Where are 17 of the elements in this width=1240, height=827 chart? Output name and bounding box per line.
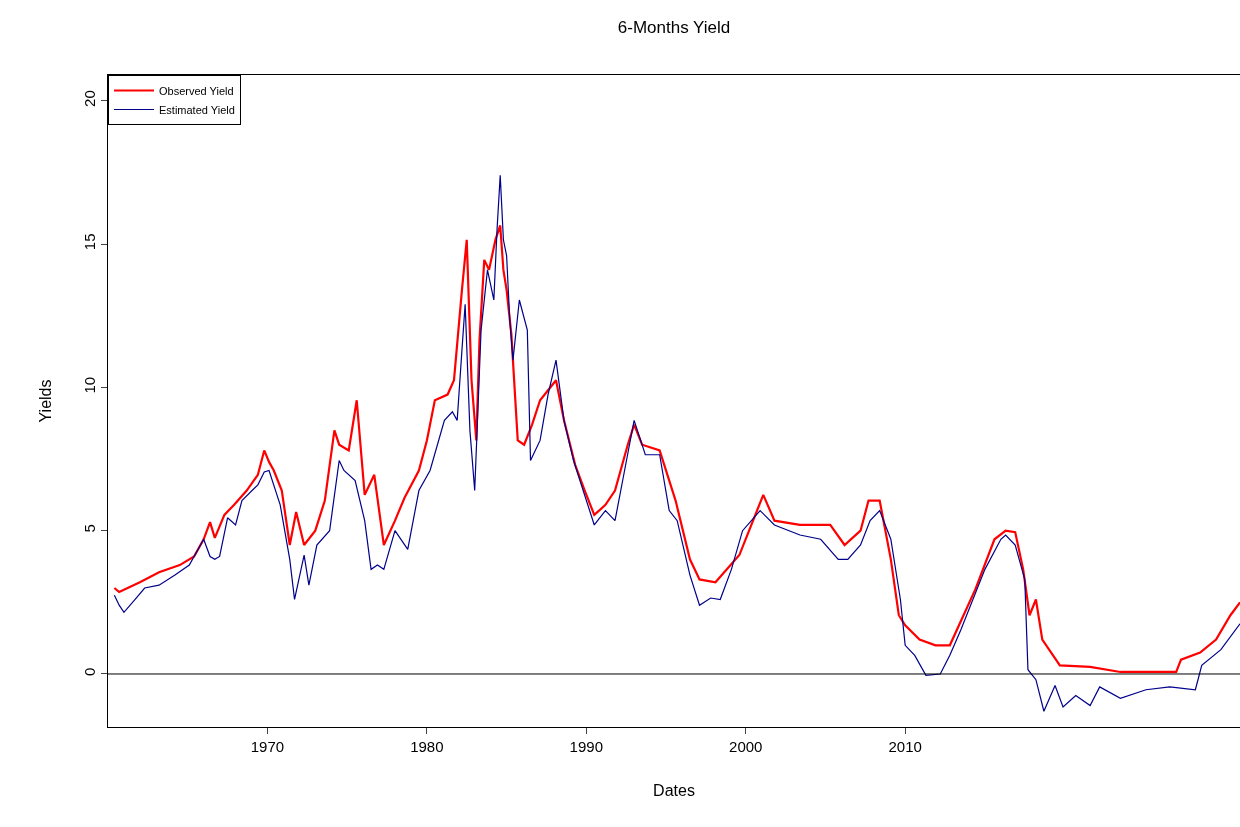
y-tick-label: 5 bbox=[81, 524, 98, 533]
x-tick-label: 2010 bbox=[888, 738, 922, 755]
line-series bbox=[113, 224, 1240, 674]
y-tick-label: 20 bbox=[81, 90, 98, 107]
legend-label: Estimated Yield bbox=[159, 103, 235, 116]
line-series bbox=[113, 174, 1240, 712]
x-tick-label: 2000 bbox=[729, 738, 763, 755]
y-tick-label: 15 bbox=[81, 233, 98, 251]
y-tick-label: 0 bbox=[81, 667, 98, 676]
legend-label: Observed Yield bbox=[159, 84, 234, 97]
x-tick-label: 1990 bbox=[569, 738, 603, 755]
x-tick-label: 1970 bbox=[250, 738, 285, 755]
y-tick-label: 10 bbox=[81, 376, 98, 394]
x-axis-title: Dates bbox=[653, 781, 695, 799]
x-tick-label: 1980 bbox=[410, 738, 444, 755]
chart-title: 6-Months Yield bbox=[617, 17, 731, 37]
y-axis-title: Yields bbox=[36, 379, 54, 423]
